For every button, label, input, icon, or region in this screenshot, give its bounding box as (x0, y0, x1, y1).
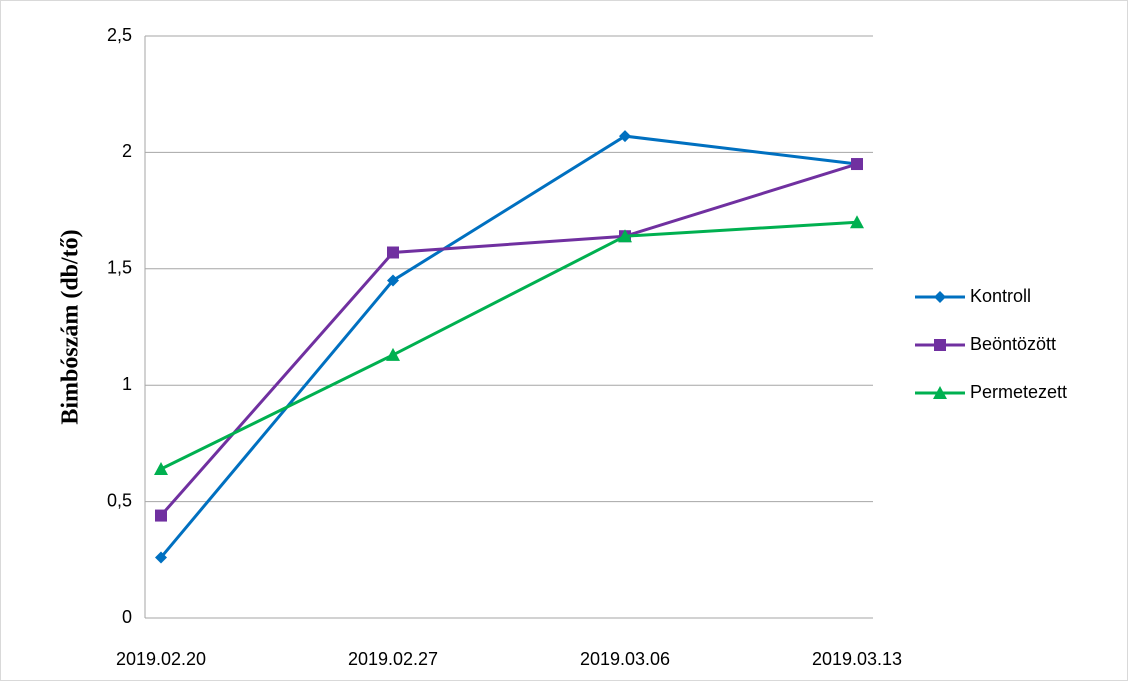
legend-marker (933, 386, 947, 399)
x-tick-label: 2019.03.06 (580, 649, 670, 669)
legend-label: Beöntözött (970, 334, 1056, 354)
marker (618, 229, 632, 243)
legend-label: Permetezett (970, 382, 1067, 402)
legend-marker (934, 291, 946, 303)
y-axis-label: Bimbószám (db/tő) (58, 229, 84, 424)
marker (851, 158, 863, 171)
legend-label: Kontroll (970, 286, 1031, 306)
y-tick-label: 0,5 (107, 490, 132, 510)
marker (387, 274, 399, 287)
x-tick-label: 2019.03.13 (812, 649, 902, 669)
marker (386, 347, 400, 361)
x-tick-label: 2019.02.20 (116, 649, 206, 669)
y-tick-label: 2,5 (107, 25, 132, 45)
series-line (159, 134, 858, 559)
legend-marker (934, 339, 946, 351)
y-tick-label: 1,5 (107, 258, 132, 278)
marker (155, 551, 167, 564)
series-line (160, 220, 858, 471)
y-tick-label: 1 (122, 374, 132, 394)
marker (387, 246, 399, 259)
y-tick-label: 0 (122, 607, 132, 627)
x-tick-label: 2019.02.27 (348, 649, 438, 669)
marker (154, 462, 168, 476)
marker (155, 509, 167, 522)
marker (850, 215, 864, 229)
series-line (159, 162, 858, 517)
y-tick-label: 2 (122, 141, 132, 161)
marker (619, 130, 631, 143)
